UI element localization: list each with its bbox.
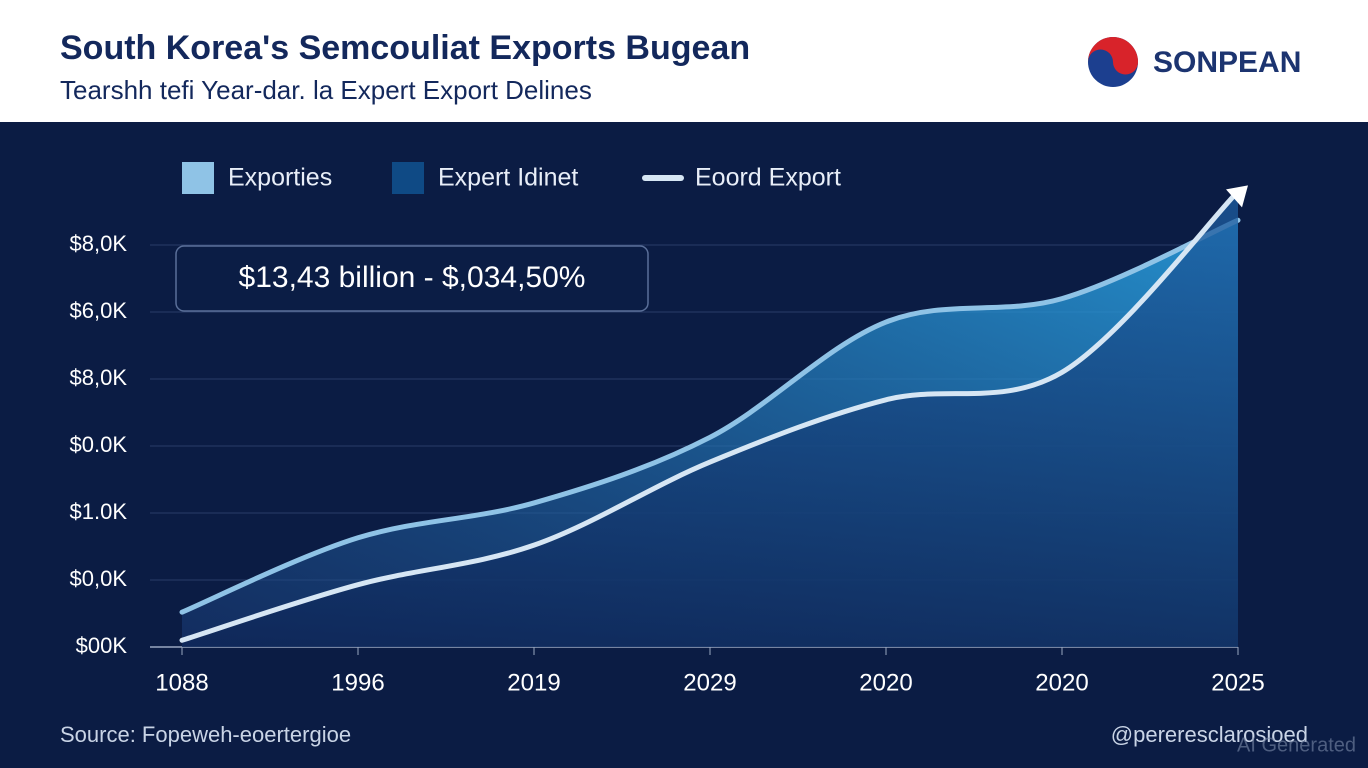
- annotation: $13,43 billion - $,034,50%: [239, 261, 586, 294]
- brand: SONPEAN: [1153, 46, 1301, 79]
- x-tick-label: 2020: [859, 669, 912, 696]
- legend-swatch: [392, 162, 424, 194]
- handle: @pereresclarosioed: [1111, 722, 1308, 747]
- annotation-box: [175, 245, 649, 312]
- x-tick-label: 1996: [331, 669, 384, 696]
- legend-label: Eoord Export: [695, 164, 841, 192]
- chart-title: South Korea's Semcouliat Exports Bugean: [60, 29, 750, 67]
- x-tick-label: 1088: [155, 669, 208, 696]
- line: [179, 217, 1241, 615]
- watermark: AI Generated: [1237, 734, 1356, 756]
- line: [179, 188, 1241, 643]
- source: Source: Fopeweh-eoertergioe: [60, 722, 351, 747]
- header-bg: [0, 0, 1368, 122]
- y-tick-label: $8,0K: [70, 231, 128, 256]
- x-tick-label: 2020: [1035, 669, 1088, 696]
- x-tick-label: 2019: [507, 669, 560, 696]
- legend-label: Exporties: [228, 164, 332, 192]
- legend-label: Expert Idinet: [438, 164, 578, 192]
- area: [182, 191, 1238, 647]
- logo: [1088, 37, 1138, 87]
- y-tick-label: $8,0K: [70, 365, 128, 390]
- y-tick-label: $6,0K: [70, 298, 128, 323]
- y-tick-label: $0,0K: [70, 566, 128, 591]
- x-tick-label: 2029: [683, 669, 736, 696]
- chart-subtitle: Tearshh tefi Year-dar. la Expert Export …: [60, 75, 592, 105]
- y-tick-label: $1.0K: [70, 499, 128, 524]
- legend-swatch: [182, 162, 214, 194]
- x-tick-label: 2025: [1211, 669, 1264, 696]
- y-tick-label: $0.0K: [70, 432, 128, 457]
- legend: Exporties Expert Idinet Eoord Export: [182, 162, 841, 194]
- arrow-head: [1226, 185, 1248, 208]
- y-tick-label: $00K: [76, 633, 128, 658]
